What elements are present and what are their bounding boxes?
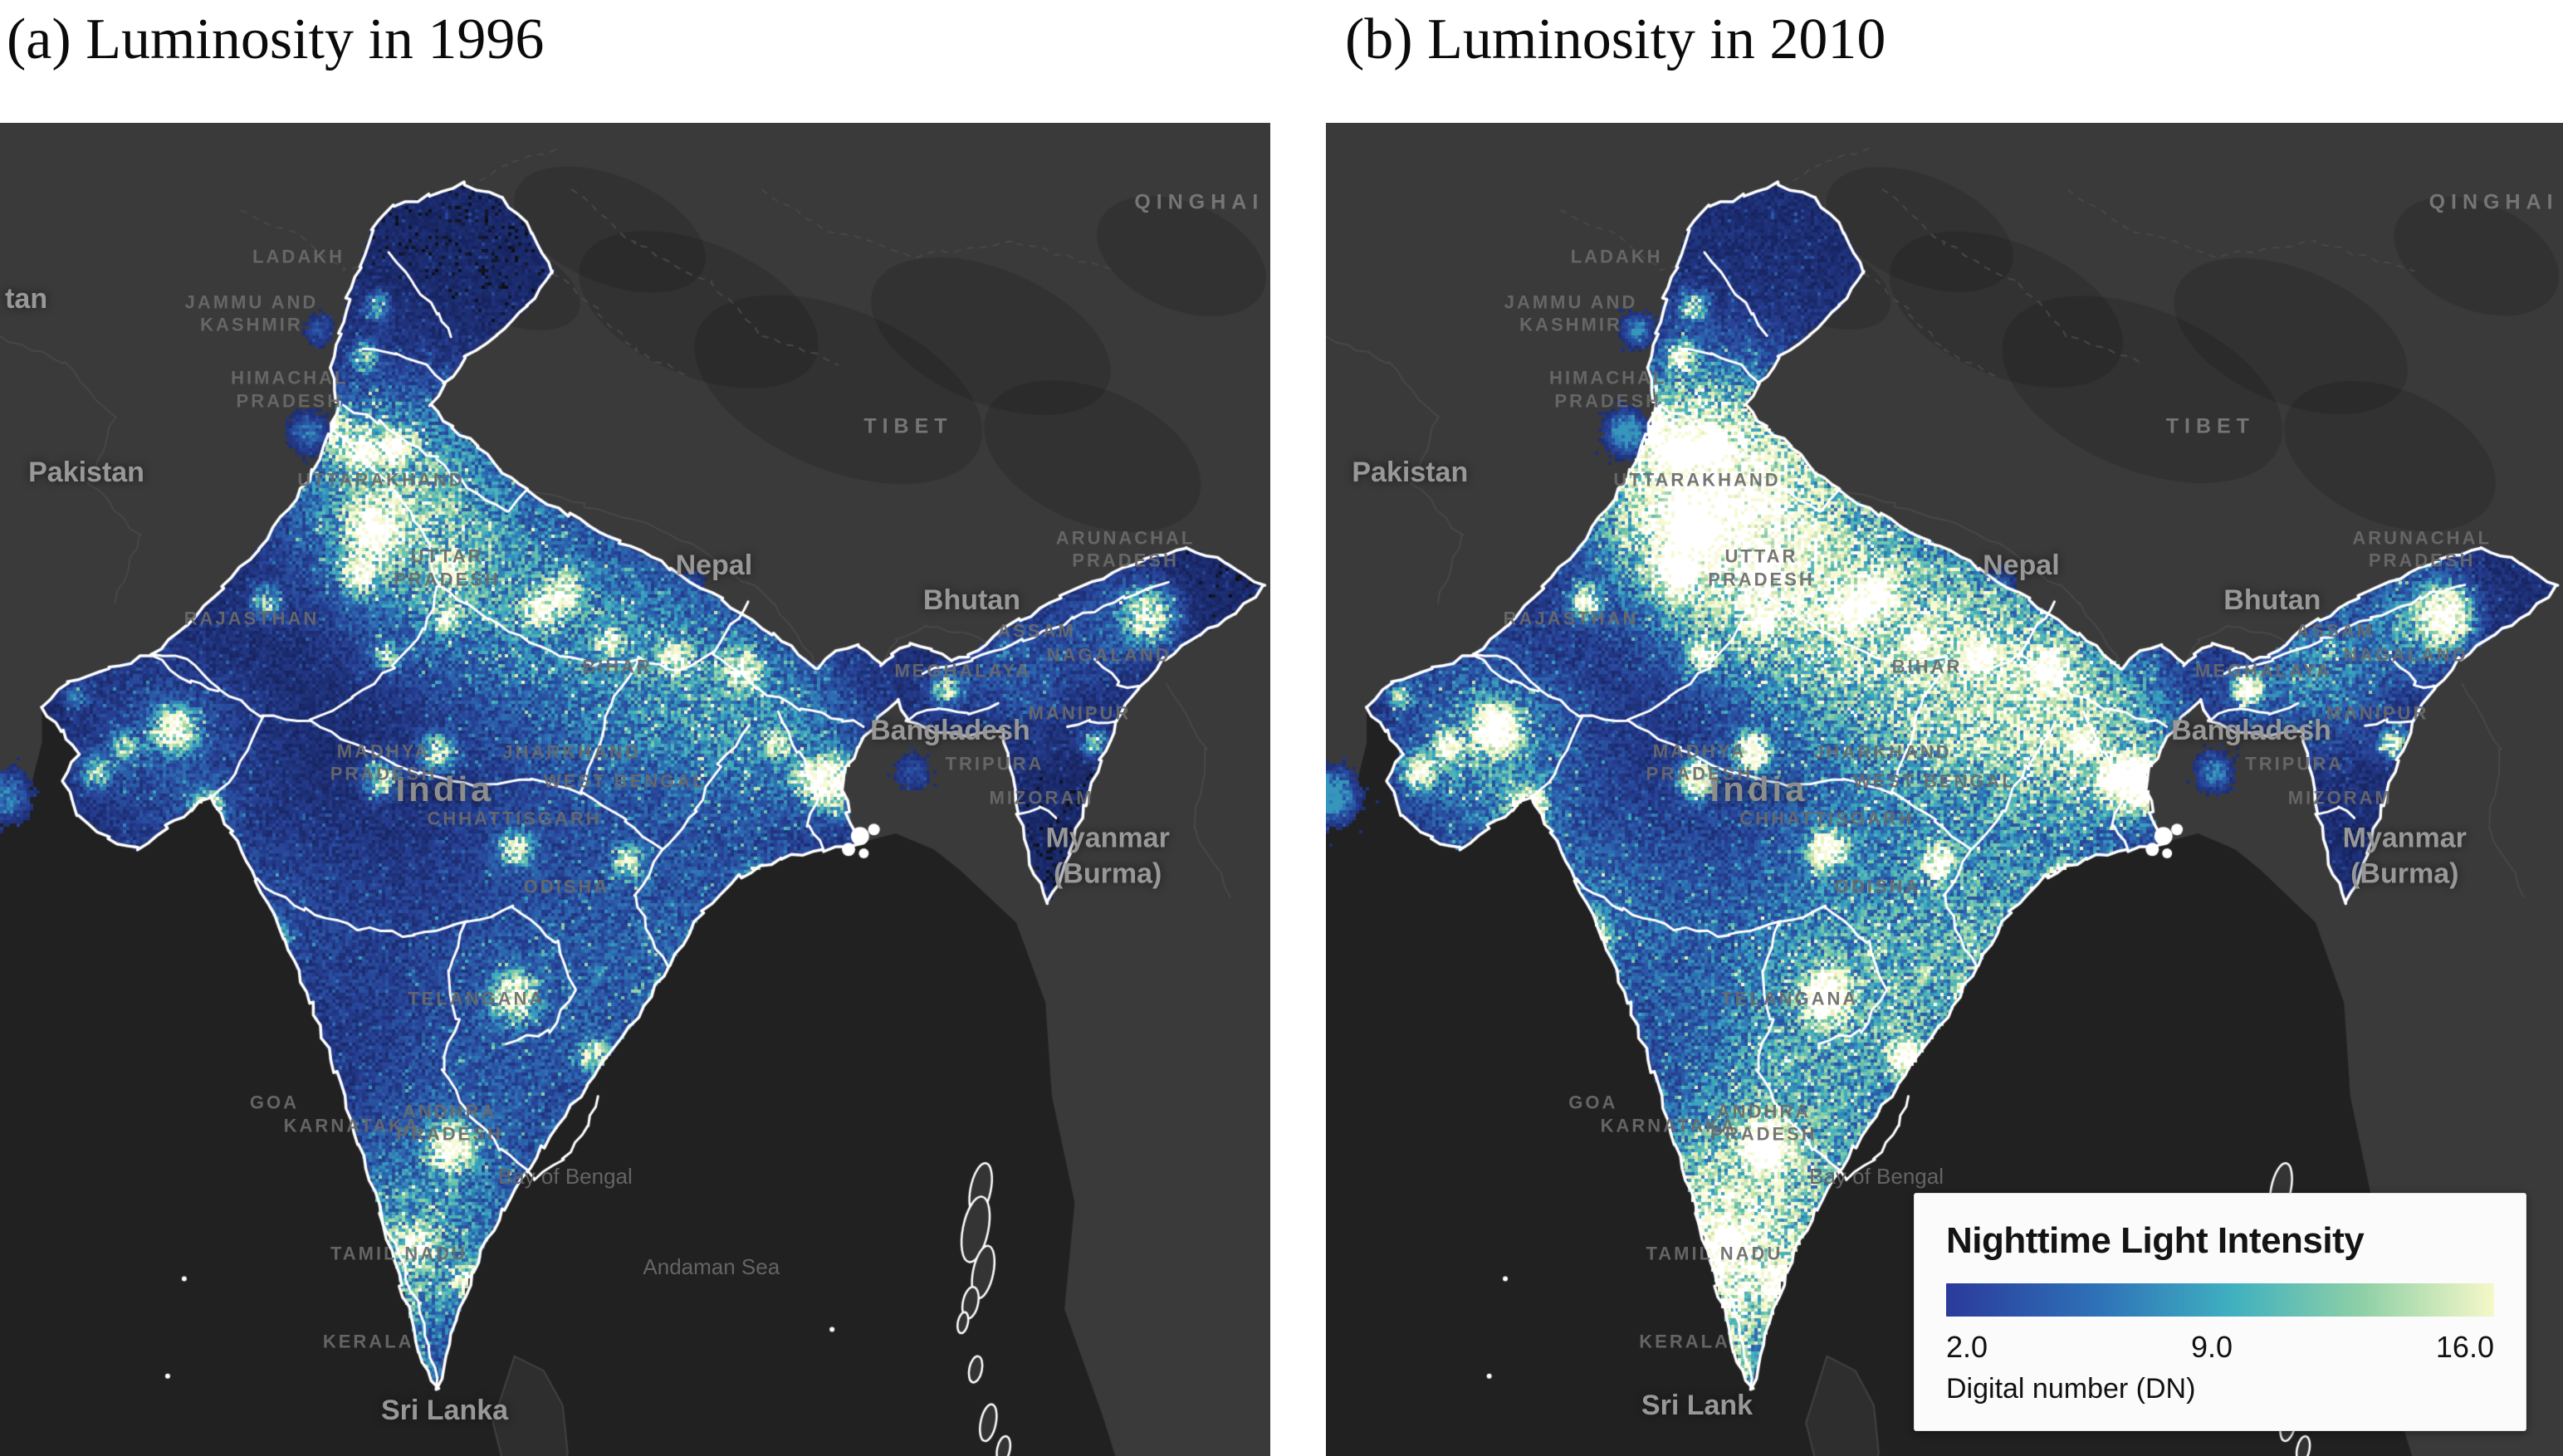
map-2010: Pakistan QINGHAI TIBET Nepal Bhutan Banglades…	[1326, 123, 2563, 1456]
panel-a-title: (a) Luminosity in 1996	[7, 7, 545, 71]
panel-b-title: (b) Luminosity in 2010	[1345, 7, 1886, 71]
legend-tick-min: 2.0	[1946, 1330, 1988, 1364]
legend-gradient-bar	[1946, 1283, 2494, 1317]
map-legend: Nighttime Light Intensity 2.0 9.0 16.0 D…	[1914, 1193, 2526, 1431]
legend-axis-label: Digital number (DN)	[1946, 1373, 2196, 1405]
legend-title: Nighttime Light Intensity	[1946, 1220, 2365, 1261]
map-canvas-1996	[0, 123, 1270, 1456]
legend-tick-max: 16.0	[2435, 1330, 2494, 1364]
legend-ticks: 2.0 9.0 16.0	[1946, 1330, 2494, 1365]
map-1996: tan Pakistan QINGHAI TIBET Nepal Bhutan Bangla…	[0, 123, 1270, 1456]
legend-tick-mid: 9.0	[2190, 1330, 2233, 1364]
